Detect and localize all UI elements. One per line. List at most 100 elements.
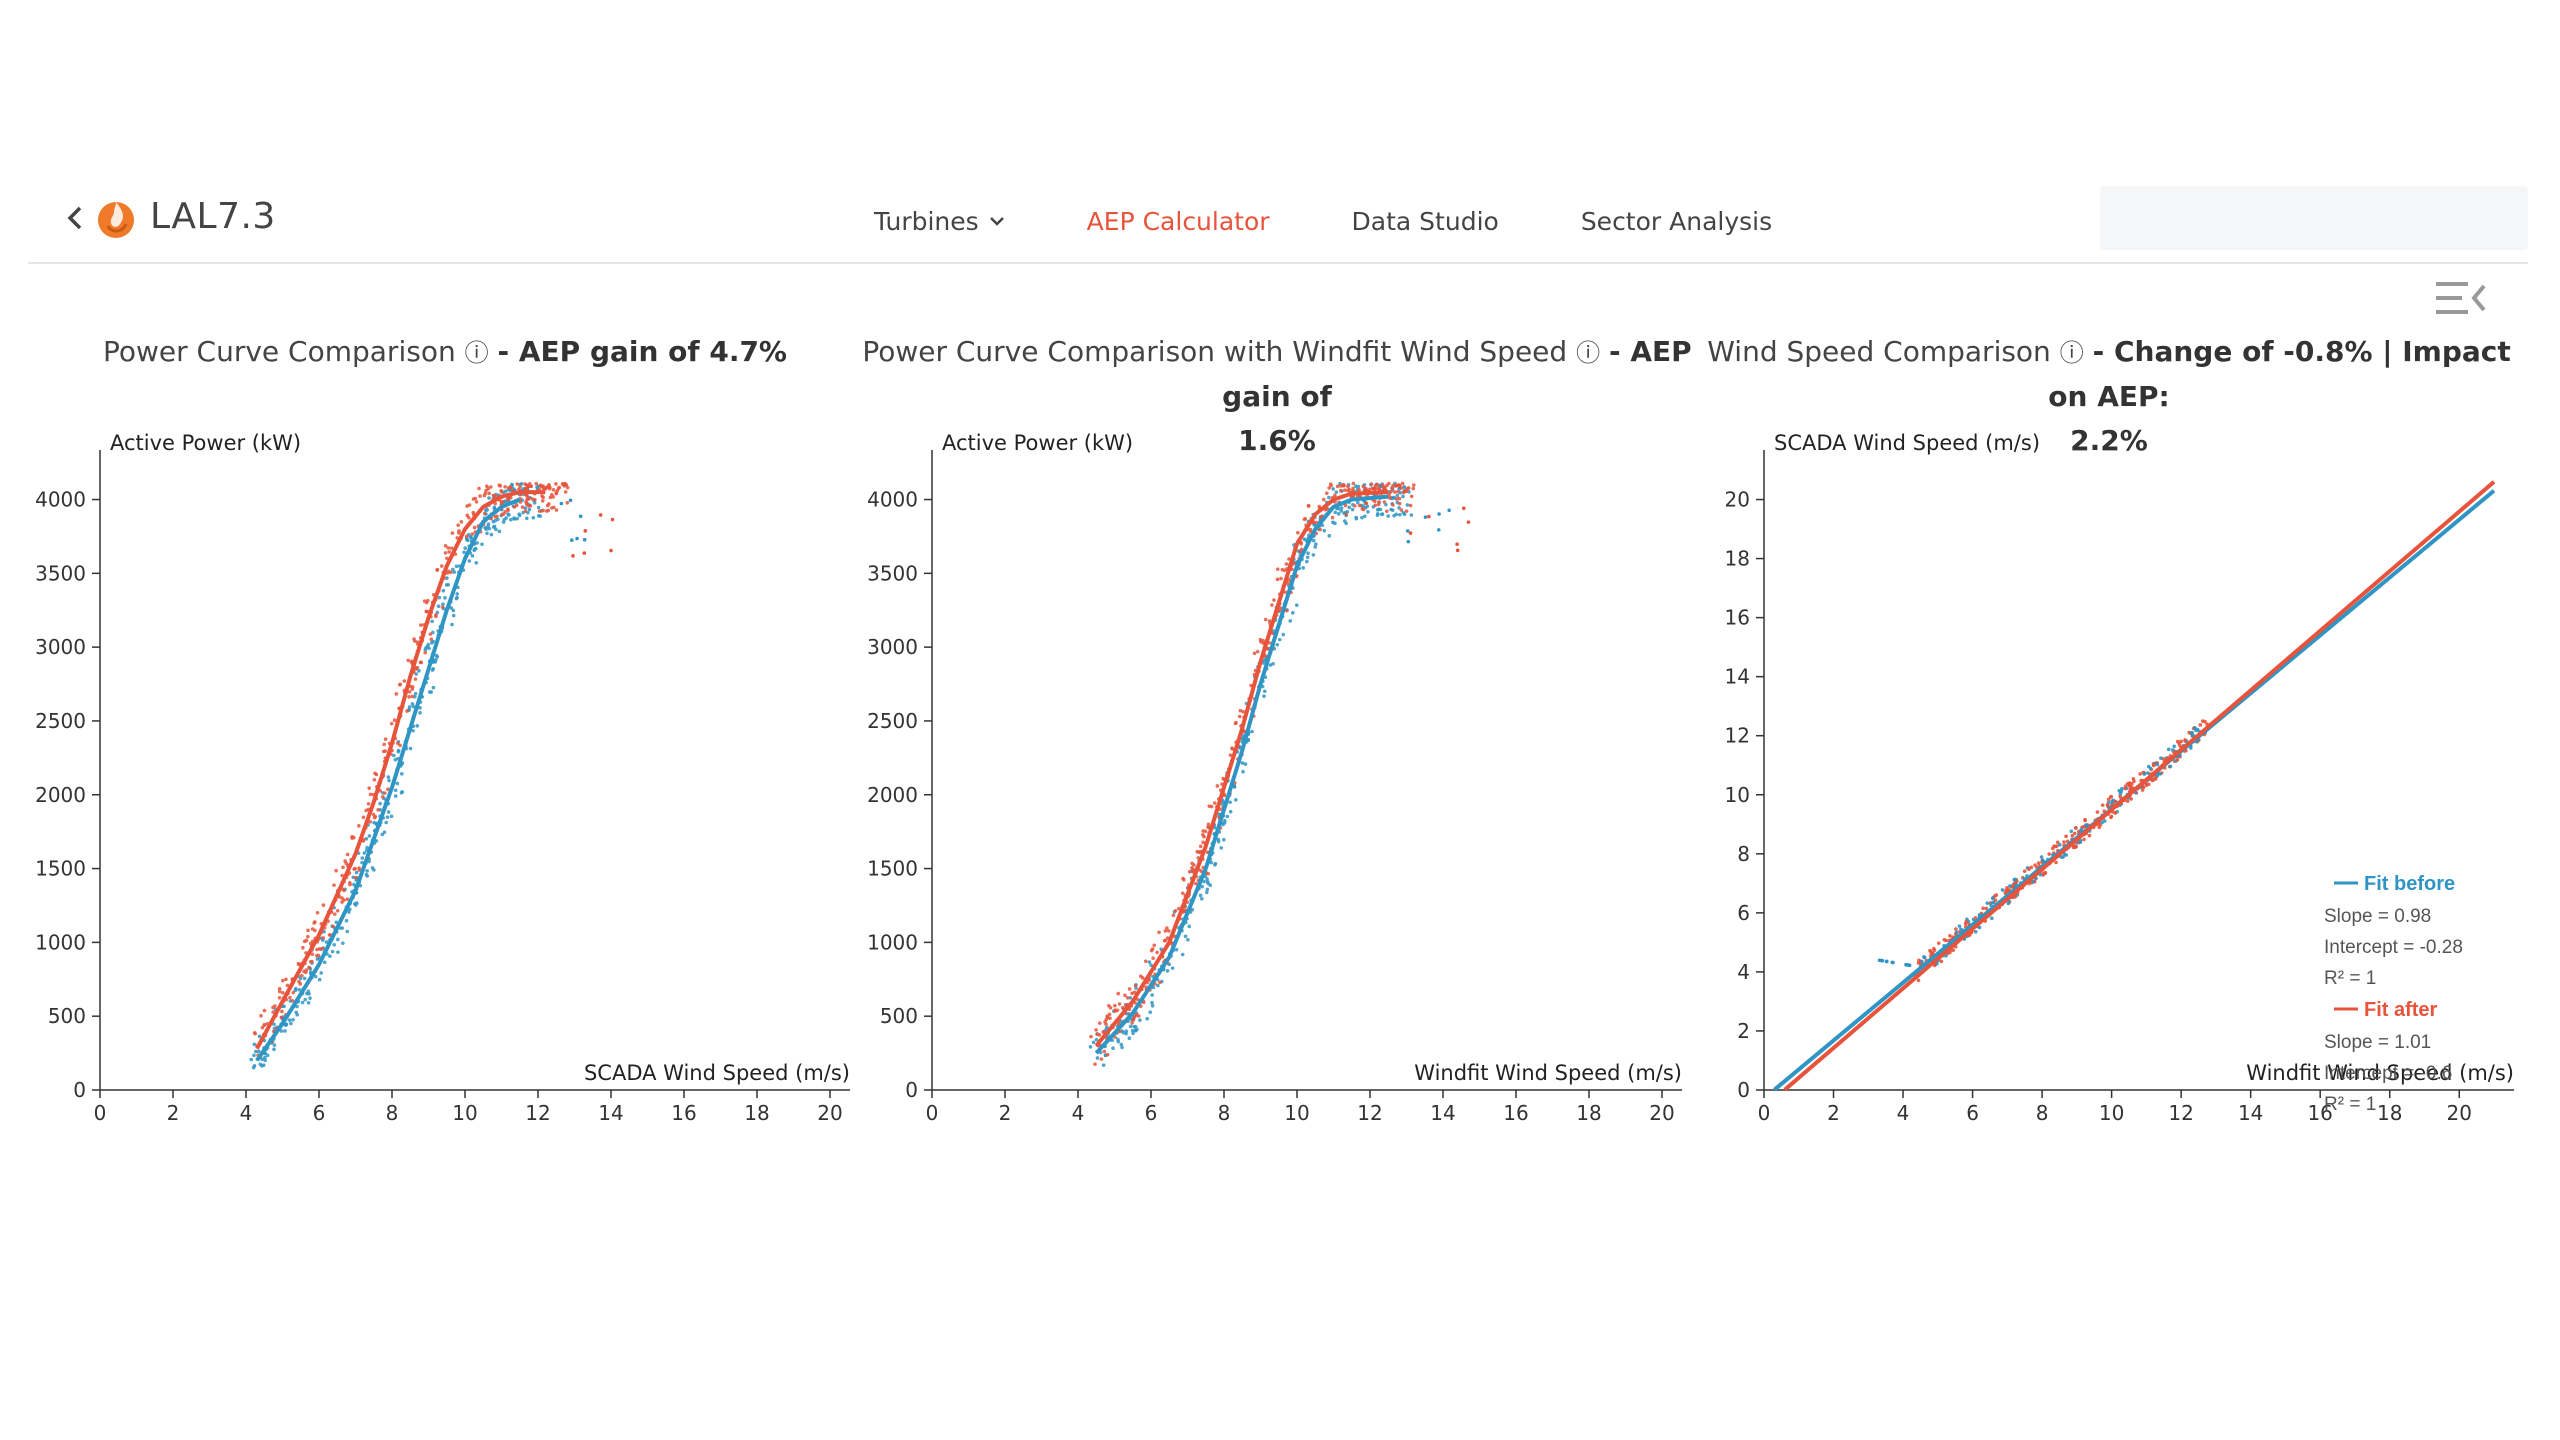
data-point bbox=[1205, 879, 1210, 884]
data-point bbox=[2127, 782, 2132, 786]
data-point bbox=[1936, 941, 1941, 945]
data-point bbox=[1928, 948, 1932, 953]
data-point bbox=[452, 570, 457, 574]
y-tick-label: 4 bbox=[1737, 960, 1750, 984]
legend-intercept: Intercept = -0.6 bbox=[2324, 1063, 2452, 1084]
y-tick-label: 3000 bbox=[35, 635, 86, 659]
data-point bbox=[371, 812, 376, 817]
plot-area[interactable]: 0 2 4 6 8 10 12 14 16 18 20 0 500 1000 1500 2000 2500 300… bbox=[30, 420, 860, 1260]
nav-data-studio[interactable]: Data Studio bbox=[1352, 207, 1499, 236]
data-point bbox=[317, 947, 322, 951]
data-point bbox=[1133, 983, 1138, 988]
data-point bbox=[277, 987, 282, 991]
data-point bbox=[2158, 772, 2162, 776]
data-point bbox=[280, 991, 285, 995]
legend: Fit before Slope = 0.98 Intercept = -0.28 R… bbox=[2324, 873, 2463, 1115]
data-point bbox=[441, 588, 446, 593]
data-point bbox=[263, 1055, 267, 1060]
data-point bbox=[1216, 837, 1221, 842]
data-point bbox=[408, 746, 413, 751]
data-point bbox=[340, 896, 344, 900]
data-point bbox=[469, 536, 473, 540]
data-point bbox=[1380, 483, 1385, 487]
data-point bbox=[1162, 938, 1167, 943]
chart-title-plain: Power Curve Comparison bbox=[102, 335, 456, 368]
data-point bbox=[1384, 502, 1388, 507]
data-point bbox=[382, 742, 386, 747]
data-point bbox=[348, 881, 352, 885]
info-icon[interactable]: ⓘ bbox=[2059, 339, 2084, 367]
data-point bbox=[494, 527, 498, 532]
data-point bbox=[1437, 512, 1441, 516]
data-point bbox=[1262, 689, 1267, 694]
data-point bbox=[559, 501, 564, 506]
data-point bbox=[440, 605, 445, 609]
chevron-left-icon[interactable] bbox=[58, 200, 94, 236]
nav-turbines[interactable]: Turbines bbox=[874, 207, 1005, 236]
y-tick-label: 500 bbox=[48, 1004, 86, 1028]
data-point bbox=[287, 1018, 292, 1022]
data-point bbox=[1198, 844, 1203, 849]
x-axis-label: Windfit Wind Speed (m/s) bbox=[1414, 1061, 1682, 1085]
data-point bbox=[2148, 766, 2153, 771]
data-point bbox=[1342, 483, 1346, 488]
data-point bbox=[367, 834, 372, 838]
info-icon[interactable]: ⓘ bbox=[1576, 339, 1601, 367]
data-point bbox=[300, 1000, 305, 1005]
data-point bbox=[299, 973, 304, 978]
data-point bbox=[310, 952, 315, 956]
data-point bbox=[541, 508, 545, 513]
y-tick-label: 3000 bbox=[867, 635, 918, 659]
y-tick-label: 4000 bbox=[867, 488, 918, 512]
data-point bbox=[1336, 512, 1341, 516]
data-point bbox=[1291, 611, 1295, 615]
data-point bbox=[434, 614, 438, 619]
data-point bbox=[396, 749, 401, 754]
data-point bbox=[1128, 996, 1133, 1000]
data-point bbox=[393, 794, 398, 798]
data-point bbox=[2036, 861, 2041, 865]
info-icon[interactable]: ⓘ bbox=[464, 339, 489, 367]
x-tick-label: 18 bbox=[2377, 1101, 2402, 1125]
data-point bbox=[439, 564, 444, 568]
nav-turbines-label: Turbines bbox=[874, 206, 979, 236]
plot-area[interactable]: 0 2 4 6 8 10 12 14 16 18 20 0 500 1000 1500 2000 2500 300… bbox=[862, 420, 1692, 1260]
data-point bbox=[527, 507, 532, 512]
data-point bbox=[344, 861, 348, 866]
data-point bbox=[1120, 1005, 1125, 1010]
data-point bbox=[534, 481, 539, 486]
data-point bbox=[1361, 484, 1365, 489]
data-point bbox=[563, 490, 568, 494]
data-point bbox=[2159, 756, 2163, 760]
data-point bbox=[1313, 545, 1317, 549]
data-point bbox=[1990, 916, 1994, 921]
x-tick-label: 4 bbox=[1072, 1101, 1085, 1125]
data-point bbox=[2055, 840, 2060, 845]
data-point bbox=[402, 679, 407, 683]
data-point bbox=[364, 872, 369, 877]
data-point bbox=[395, 781, 400, 786]
plot-area[interactable]: 0 2 4 6 8 10 12 14 16 18 20 0 2 4 6 8 10 12 14 16 18 20 SCADA … bbox=[1694, 420, 2524, 1260]
data-point bbox=[344, 918, 349, 923]
data-point bbox=[2142, 772, 2147, 776]
data-point bbox=[1343, 503, 1348, 508]
data-point bbox=[1333, 521, 1337, 526]
data-point bbox=[334, 920, 339, 925]
data-point bbox=[2110, 799, 2114, 804]
data-point bbox=[341, 941, 345, 945]
data-point bbox=[415, 665, 420, 670]
nav-sector-analysis[interactable]: Sector Analysis bbox=[1581, 207, 1772, 236]
data-point bbox=[271, 1005, 275, 1010]
data-point bbox=[484, 508, 488, 513]
data-point bbox=[396, 741, 400, 746]
data-point bbox=[304, 970, 308, 975]
nav-aep-calculator[interactable]: AEP Calculator bbox=[1087, 207, 1270, 236]
data-point bbox=[1327, 534, 1332, 538]
collapse-menu-icon[interactable] bbox=[2432, 276, 2488, 320]
header-right-panel[interactable] bbox=[2100, 186, 2528, 250]
data-point bbox=[526, 484, 530, 489]
data-point bbox=[1181, 876, 1185, 881]
data-point bbox=[1171, 913, 1176, 918]
data-point bbox=[1389, 490, 1393, 494]
data-point bbox=[319, 971, 323, 975]
